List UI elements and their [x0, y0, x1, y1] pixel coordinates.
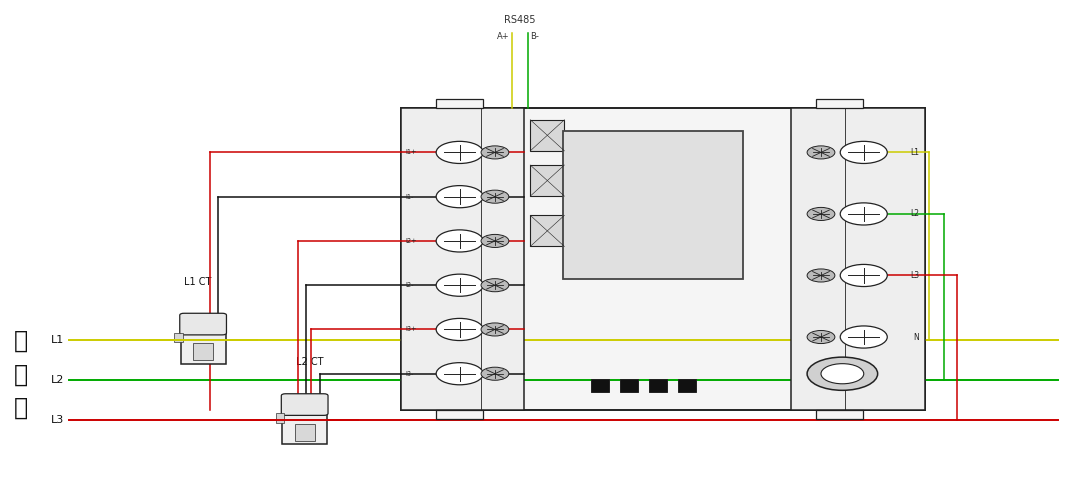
Text: L2 CT: L2 CT	[296, 357, 324, 367]
Bar	[530, 165, 564, 196]
Text: N: N	[914, 332, 919, 342]
FancyBboxPatch shape	[180, 313, 227, 335]
Bar	[649, 379, 667, 392]
Circle shape	[840, 141, 887, 163]
Circle shape	[436, 274, 483, 296]
Text: L1 CT: L1 CT	[184, 277, 212, 287]
Text: L2: L2	[911, 209, 919, 218]
Circle shape	[481, 234, 509, 247]
Circle shape	[436, 141, 483, 163]
Text: 到
负
载: 到 负 载	[14, 329, 29, 420]
Bar	[295, 424, 314, 441]
Text: I2+: I2+	[405, 238, 417, 244]
Circle shape	[840, 326, 887, 348]
Bar	[401, 108, 524, 410]
Text: L1: L1	[51, 334, 64, 345]
Bar	[436, 99, 483, 108]
Text: L2: L2	[50, 375, 64, 385]
Bar	[620, 379, 638, 392]
Circle shape	[481, 323, 509, 336]
Text: A+: A+	[497, 32, 510, 41]
Circle shape	[807, 330, 835, 344]
Bar	[816, 99, 863, 108]
Bar	[282, 413, 327, 444]
Text: I3-: I3-	[405, 371, 414, 377]
Bar	[530, 120, 564, 151]
Circle shape	[807, 146, 835, 159]
Bar	[678, 379, 696, 392]
Bar	[436, 410, 483, 419]
Bar	[276, 413, 284, 423]
Circle shape	[436, 186, 483, 208]
Circle shape	[481, 279, 509, 292]
Bar	[563, 131, 743, 279]
Text: I3+: I3+	[405, 326, 417, 332]
Circle shape	[807, 357, 878, 390]
Text: L1: L1	[911, 148, 919, 157]
Circle shape	[840, 203, 887, 225]
Text: B-: B-	[530, 32, 539, 41]
Circle shape	[481, 146, 509, 159]
Circle shape	[840, 265, 887, 287]
Bar	[530, 215, 564, 246]
Bar	[591, 379, 609, 392]
Bar	[174, 333, 183, 342]
FancyBboxPatch shape	[281, 394, 328, 415]
Circle shape	[436, 318, 483, 341]
Circle shape	[807, 207, 835, 220]
Bar	[401, 108, 925, 410]
Bar	[791, 108, 925, 410]
Text: I2-: I2-	[405, 282, 414, 288]
Text: I1+: I1+	[405, 149, 417, 155]
Bar	[181, 333, 226, 364]
Bar	[193, 344, 213, 360]
Text: I1-: I1-	[405, 194, 414, 200]
Circle shape	[436, 363, 483, 385]
Text: L3: L3	[910, 271, 919, 280]
Text: RS485: RS485	[505, 15, 536, 25]
Circle shape	[821, 364, 864, 384]
Text: L3: L3	[51, 415, 64, 425]
Circle shape	[481, 190, 509, 203]
Circle shape	[436, 230, 483, 252]
Bar	[816, 410, 863, 419]
Circle shape	[807, 269, 835, 282]
Circle shape	[481, 367, 509, 380]
